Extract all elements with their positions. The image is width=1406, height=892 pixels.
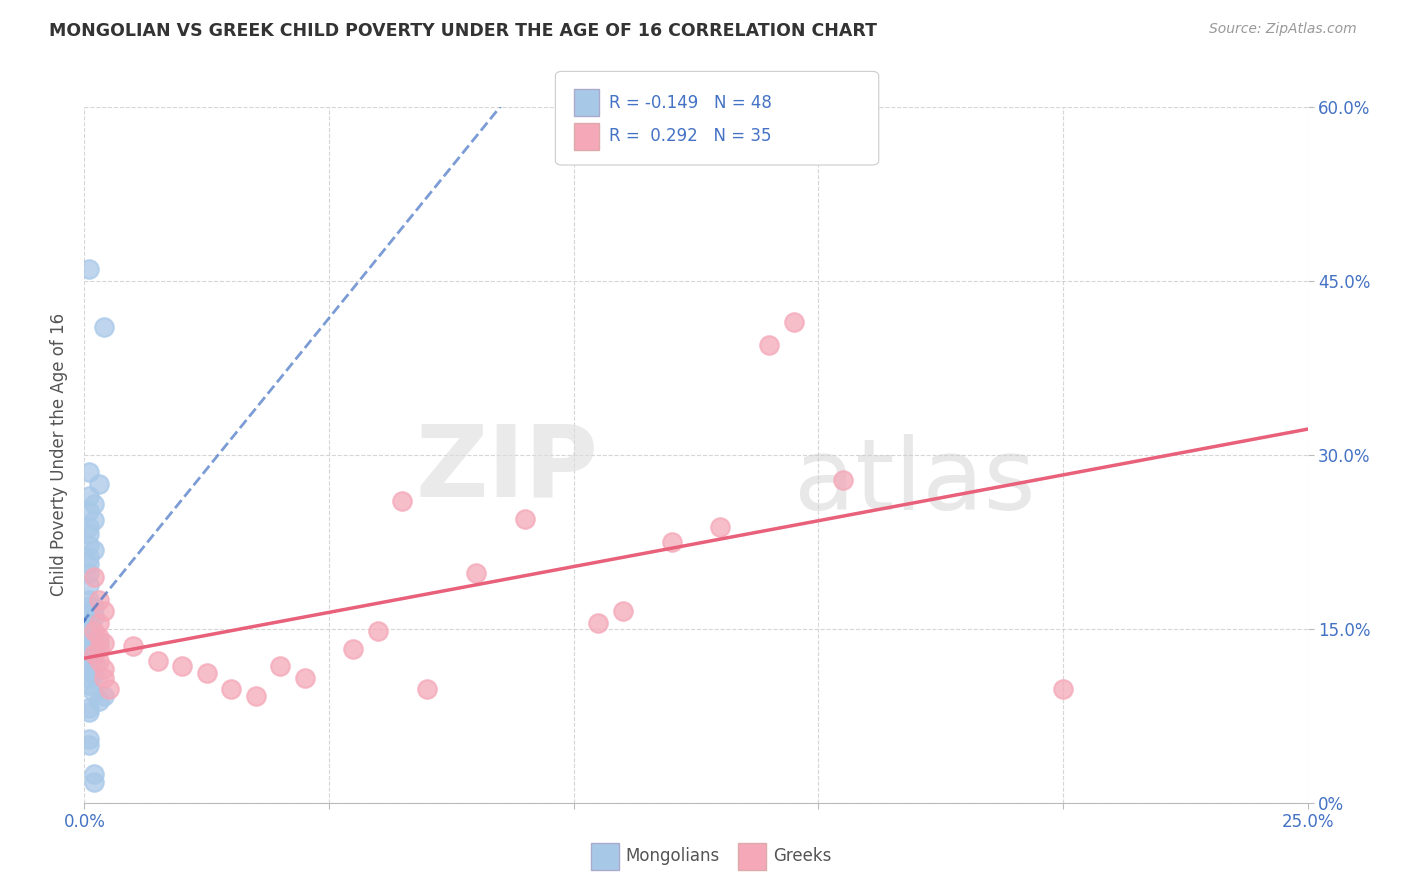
Point xyxy=(391,494,413,508)
Point xyxy=(146,654,169,668)
Point xyxy=(245,689,267,703)
Text: Source: ZipAtlas.com: Source: ZipAtlas.com xyxy=(1209,22,1357,37)
Point xyxy=(77,566,100,581)
Point xyxy=(83,659,105,673)
Point xyxy=(77,639,100,653)
Point xyxy=(87,476,110,491)
Point xyxy=(77,599,100,613)
Point xyxy=(83,624,105,639)
Point xyxy=(122,639,145,653)
Point xyxy=(831,474,853,488)
Point xyxy=(93,671,115,685)
Point xyxy=(93,605,115,619)
Point xyxy=(83,654,105,668)
Text: Greeks: Greeks xyxy=(773,847,832,865)
Point xyxy=(83,648,105,662)
Point xyxy=(269,659,291,673)
Point xyxy=(77,651,100,665)
Point xyxy=(77,520,100,534)
Point xyxy=(77,677,100,691)
Point xyxy=(77,262,100,277)
Point xyxy=(83,513,105,527)
Text: Mongolians: Mongolians xyxy=(626,847,720,865)
Point xyxy=(87,694,110,708)
Point xyxy=(77,578,100,592)
Point xyxy=(77,503,100,517)
Point xyxy=(83,610,105,624)
Text: R =  0.292   N = 35: R = 0.292 N = 35 xyxy=(609,128,772,145)
Text: MONGOLIAN VS GREEK CHILD POVERTY UNDER THE AGE OF 16 CORRELATION CHART: MONGOLIAN VS GREEK CHILD POVERTY UNDER T… xyxy=(49,22,877,40)
Point xyxy=(77,731,100,746)
Point xyxy=(586,615,609,630)
Point xyxy=(87,636,110,650)
Point xyxy=(87,630,110,644)
Point xyxy=(87,615,110,630)
Point xyxy=(513,511,536,525)
Point xyxy=(77,671,100,685)
Point xyxy=(367,624,389,639)
Point xyxy=(294,671,316,685)
Point xyxy=(77,557,100,571)
Point xyxy=(77,648,100,662)
Point xyxy=(709,520,731,534)
Point xyxy=(83,685,105,699)
Point xyxy=(783,314,806,328)
Point xyxy=(77,662,100,676)
Point xyxy=(77,700,100,714)
Point xyxy=(97,682,120,697)
Point xyxy=(342,641,364,656)
Point xyxy=(93,636,115,650)
Point xyxy=(77,706,100,720)
Point xyxy=(219,682,242,697)
Point xyxy=(77,622,100,636)
Point xyxy=(87,641,110,656)
Point xyxy=(464,566,486,581)
Point xyxy=(612,605,634,619)
Point xyxy=(77,526,100,541)
Y-axis label: Child Poverty Under the Age of 16: Child Poverty Under the Age of 16 xyxy=(51,313,69,597)
Point xyxy=(93,689,115,703)
Point xyxy=(77,466,100,480)
Point xyxy=(77,489,100,503)
Point xyxy=(77,619,100,633)
Point xyxy=(758,337,780,351)
Point xyxy=(83,543,105,558)
Point xyxy=(93,662,115,676)
Text: ZIP: ZIP xyxy=(415,420,598,517)
Point xyxy=(195,665,218,680)
Point xyxy=(83,569,105,583)
Point xyxy=(416,682,439,697)
Point xyxy=(661,534,683,549)
Point xyxy=(77,631,100,645)
Text: atlas: atlas xyxy=(794,434,1035,532)
Point xyxy=(77,614,100,628)
Point xyxy=(77,607,100,622)
Point xyxy=(87,592,110,607)
Point xyxy=(77,549,100,564)
Point xyxy=(83,775,105,789)
Point xyxy=(87,654,110,668)
Point xyxy=(77,738,100,752)
Text: R = -0.149   N = 48: R = -0.149 N = 48 xyxy=(609,94,772,112)
Point xyxy=(83,601,105,615)
Point xyxy=(83,497,105,511)
Point xyxy=(77,592,100,607)
Point xyxy=(83,766,105,781)
Point xyxy=(83,642,105,657)
Point xyxy=(1052,682,1074,697)
Point xyxy=(77,538,100,552)
Point xyxy=(77,624,100,639)
Point xyxy=(83,633,105,648)
Point xyxy=(83,668,105,682)
Point xyxy=(172,659,194,673)
Point xyxy=(93,320,115,334)
Point xyxy=(83,628,105,642)
